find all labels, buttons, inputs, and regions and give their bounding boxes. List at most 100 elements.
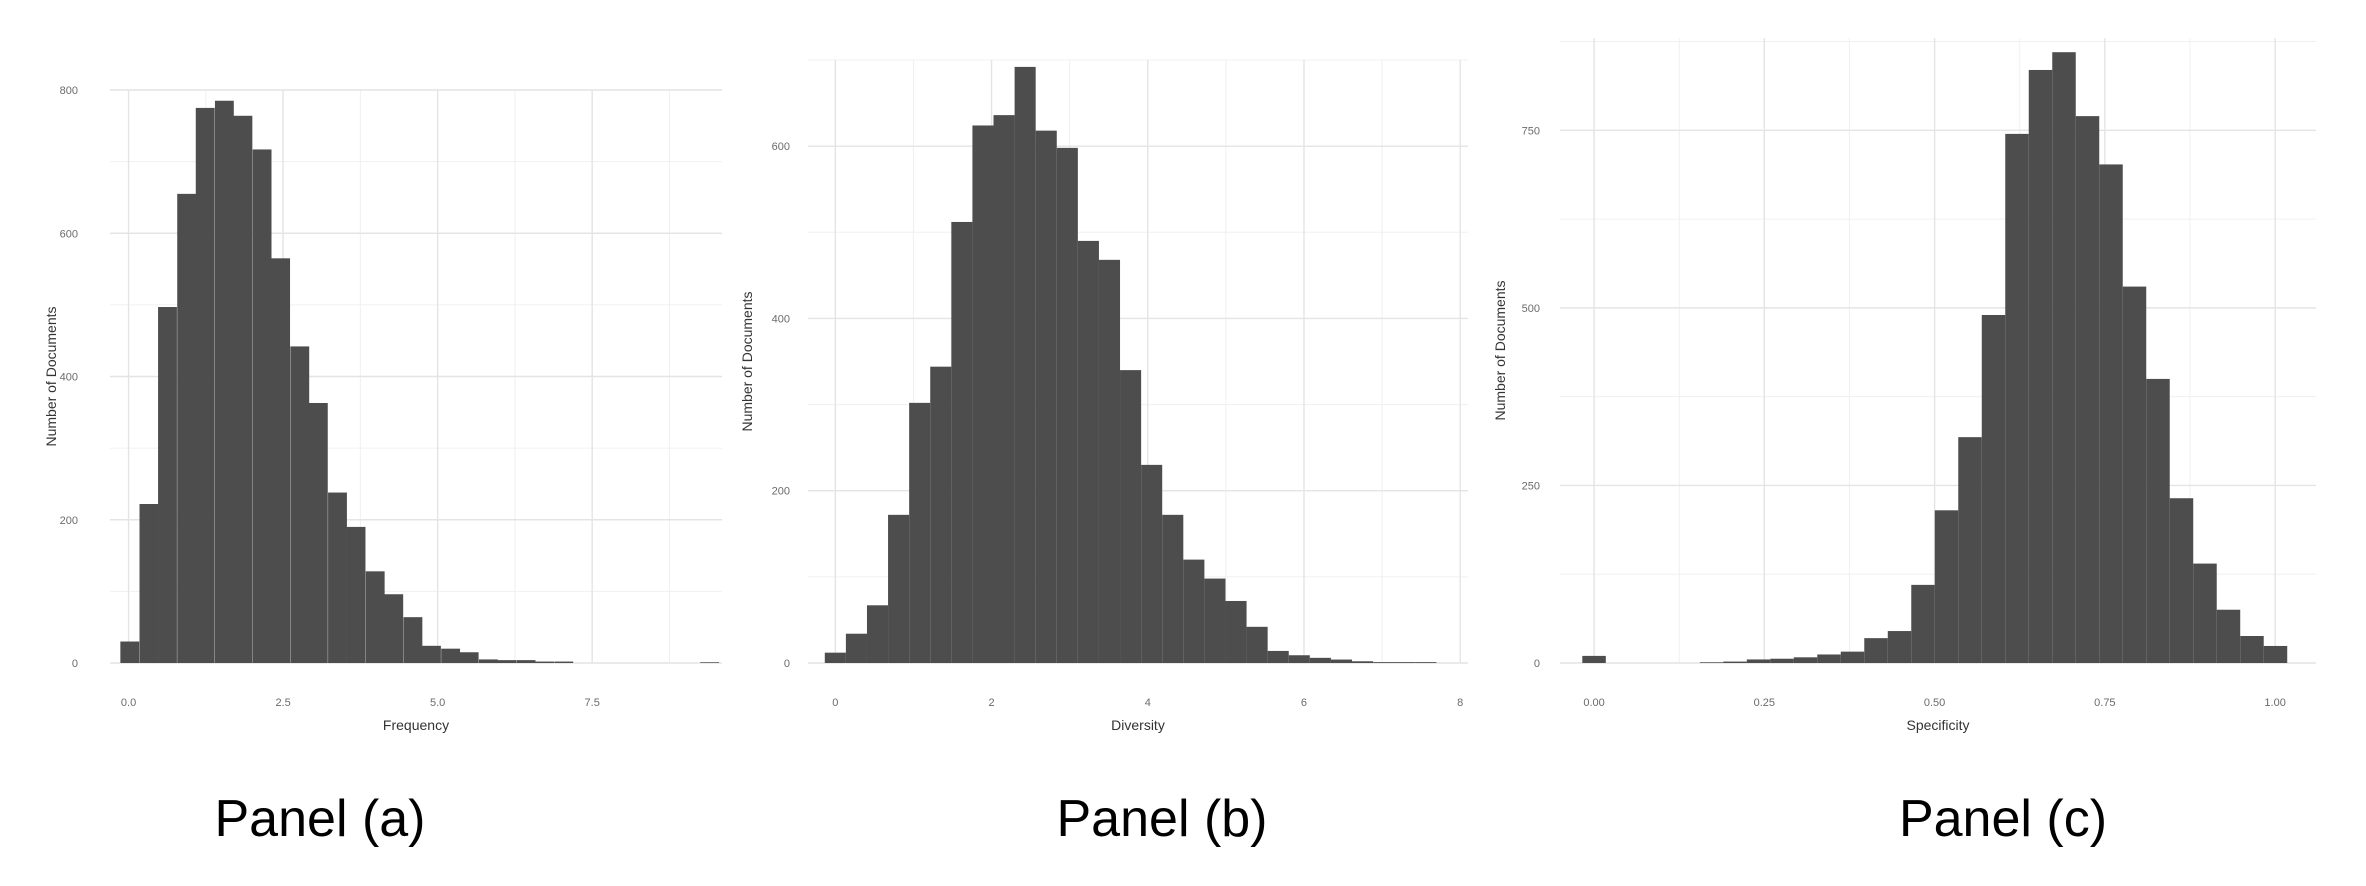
panel-a-bar [365,571,385,663]
panel-b-bar [909,402,931,663]
panel-c-bar [1793,657,1818,663]
panel-b-bar [1394,662,1416,663]
panel-b-bar [1309,657,1331,663]
panel-a-bar [158,307,177,663]
panel-a-y-tick-label: 400 [60,372,78,384]
panel-a-bar [554,661,574,663]
panel-c-x-tick-label: 1.00 [2264,697,2285,709]
panel-c-bar [1723,661,1747,663]
panel-a-x-tick-label: 2.5 [275,697,290,709]
panel-c-x-tick-label: 0.50 [1924,697,1945,709]
panel-c-bar [1911,584,1935,663]
panel-b-bar [993,115,1015,664]
panel-b-bar [930,366,952,663]
panel-b-bar [1373,662,1395,663]
panel-b-bar [1183,559,1205,663]
panel-a-bar [120,641,140,663]
panel-b-bar [1120,370,1142,663]
panel-c-bar [1981,314,2006,663]
panel-a-caption: Panel (a) [215,790,426,848]
panel-c-bar [1958,437,1982,663]
panel-b-x-axis-title: Diversity [1111,717,1165,733]
panel-b-bar [1014,66,1036,664]
panel-a-y-axis-title: Number of Documents [43,306,59,446]
panel-c-bar [2122,286,2147,663]
panel-a-histogram: 0 200 400 600 800 0.0 2.5 5.0 7.5 Frequency Number… [43,85,722,733]
panel-c-bar [1934,510,1959,663]
panel-b-bar [1352,661,1374,663]
panel-c-bar [2169,498,2194,663]
panel-a-x-tick-label: 5.0 [430,697,445,709]
panel-b-caption: Panel (b) [1057,790,1268,848]
panel-b-bar [1288,655,1310,663]
panel-c-histogram: 0 250 500 750 0.00 0.25 0.50 0.75 1.00 Specificit… [1492,38,2316,733]
panel-b-x-tick-label: 4 [1145,697,1151,709]
panel-a-x-axis-title: Frequency [383,717,449,733]
panel-b-bar [1056,147,1078,663]
panel-c-bar [2216,609,2241,663]
panel-a-bar [441,648,461,663]
panel-c-bar [2193,563,2217,663]
panel-a-bar [177,193,197,663]
panel-a-bar [497,660,517,663]
panel-b-y-tick-label: 0 [784,658,790,670]
panel-c-bar [1864,638,1888,663]
panel-b-bar [888,514,910,663]
panel-b-bar [951,221,973,663]
panel-b-bar [1077,240,1099,663]
panel-b-bar [1225,600,1247,663]
panel-b-x-tick-label: 8 [1457,697,1463,709]
panel-a-bar [700,662,720,663]
panel-c-bar [1840,651,1865,663]
panel-c-bar [2028,69,2053,664]
panel-b-bar [972,125,994,664]
panel-b-bar [845,633,867,663]
panel-a-bar [422,645,441,663]
panel-c-bar [1887,631,1912,663]
panel-a-y-tick-label: 200 [60,515,78,527]
panel-a-bar [516,660,536,663]
panel-a-bar [328,492,347,663]
panel-a-bar [308,403,328,663]
panel-b-x-tick-label: 2 [988,697,994,709]
panel-c-bar [1582,655,1606,663]
panel-b-bar [1162,514,1184,663]
panel-a-bar [535,661,555,663]
panel-b-y-axis-title: Number of Documents [739,291,755,431]
panel-c-bar [1746,659,1771,663]
panel-a-x-tick-label: 0.0 [121,697,136,709]
panel-c-bar [2005,133,2029,663]
panel-b-bar [1267,650,1289,663]
panel-c-bar [1770,658,1794,663]
panel-b-bar [1098,259,1121,663]
panel-a-bar [233,115,253,663]
panel-a-bar [195,107,215,663]
panel-c-bar [1817,654,1841,663]
panel-a-bar [346,526,366,663]
panel-c-x-tick-label: 0.00 [1583,697,1604,709]
panel-b-bar [1141,464,1163,663]
panel-c-x-tick-label: 0.75 [2094,697,2115,709]
panel-b-bar [1204,578,1226,663]
panel-b-bar [824,652,846,663]
panel-c-bar [2263,645,2288,663]
panel-a-bar [271,258,291,663]
panel-c-caption: Panel (c) [1899,790,2107,848]
panel-a-bar [139,503,159,663]
panel-c-bar [2099,164,2123,663]
panel-b-y-tick-label: 600 [772,141,790,153]
panel-b-bar [1330,659,1353,663]
panel-a-y-tick-label: 600 [60,228,78,240]
panel-a-y-tick-label: 800 [60,85,78,97]
panel-a-bar [290,346,310,663]
panel-c-bar [1699,662,1724,663]
panel-c-y-tick-label: 500 [1522,303,1540,315]
panel-b-histogram: 0 200 400 600 0 2 4 6 8 Diversity Number of Docume… [739,59,1468,733]
panel-c-x-axis-title: Specificity [1906,717,1969,733]
panel-a-bar [214,100,234,663]
panel-c-x-tick-label: 0.25 [1754,697,1775,709]
panel-b-bar [1246,626,1268,663]
panel-b-y-tick-label: 400 [772,313,790,325]
panel-a-bar [478,659,498,663]
